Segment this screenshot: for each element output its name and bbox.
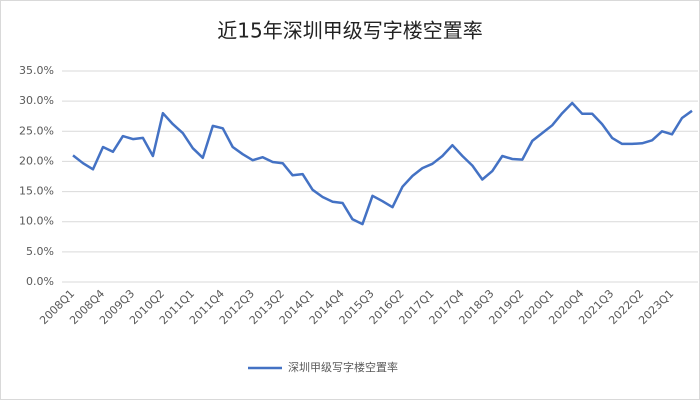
y-tick-label: 25.0% [19, 124, 54, 137]
y-tick-label: 20.0% [19, 154, 54, 167]
y-tick-label: 5.0% [26, 245, 54, 258]
legend-label: 深圳甲级写字楼空置率 [288, 360, 398, 374]
y-tick-label: 15.0% [19, 185, 54, 198]
line-series [72, 101, 693, 226]
chart-title: 近15年深圳甲级写字楼空置率 [217, 19, 482, 43]
y-tick-label: 0.0% [26, 275, 54, 288]
y-tick-label: 30.0% [19, 94, 54, 107]
y-tick-label: 35.0% [19, 64, 54, 77]
y-tick-label: 10.0% [19, 215, 54, 228]
